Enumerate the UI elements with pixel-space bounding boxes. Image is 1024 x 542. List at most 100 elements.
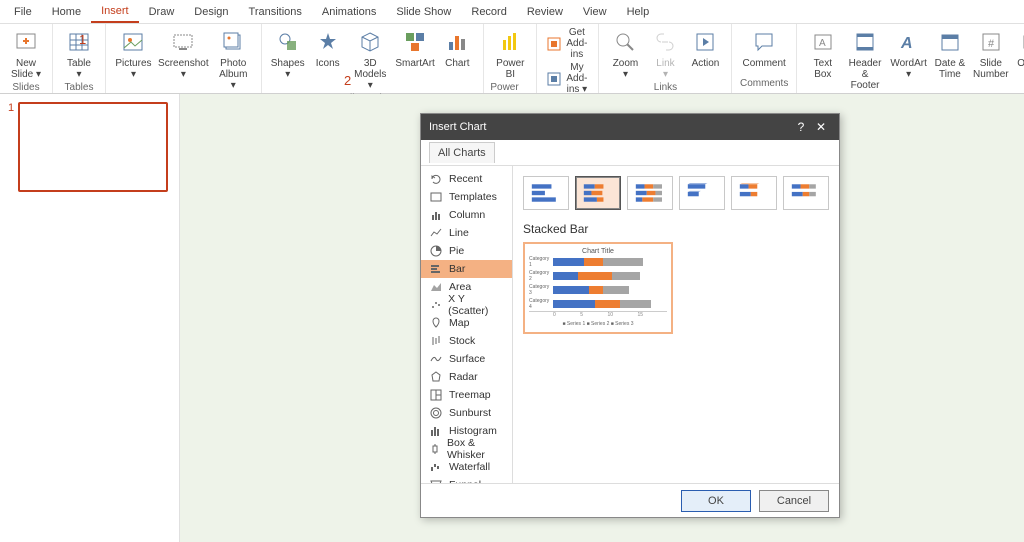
my-addins-button[interactable]: My Add-ins ▾ [543,61,592,96]
tab-all-charts[interactable]: All Charts [429,142,495,163]
help-icon[interactable]: ? [791,120,811,134]
chart-category-treemap[interactable]: Treemap [421,386,512,404]
category-label: Treemap [449,389,491,401]
text-box-button[interactable]: ATextBox [803,26,843,82]
close-icon[interactable]: ✕ [811,120,831,134]
ok-button[interactable]: OK [681,490,751,512]
chart-subtype-row [523,176,829,210]
menu-tab-design[interactable]: Design [184,2,238,22]
dialog-title-text: Insert Chart [429,121,486,133]
menu-tab-help[interactable]: Help [617,2,660,22]
category-label: Bar [449,263,465,275]
text-box-icon: A [809,28,837,56]
chart-category-pie[interactable]: Pie [421,242,512,260]
category-icon [429,334,443,348]
category-label: X Y (Scatter) [448,293,504,317]
dialog-titlebar: Insert Chart ? ✕ [421,114,839,140]
menu-tab-draw[interactable]: Draw [139,2,185,22]
menu-tab-transitions[interactable]: Transitions [239,2,312,22]
menu-tab-animations[interactable]: Animations [312,2,386,22]
zoom-button[interactable]: Zoom▾ [605,26,645,82]
chart-category-box-whisker[interactable]: Box & Whisker [421,440,512,458]
my-addins-label: My Add-ins ▾ [565,62,588,95]
chart-category-x-y-scatter-[interactable]: X Y (Scatter) [421,296,512,314]
chart-button[interactable]: Chart [437,26,477,71]
wordart-button[interactable]: AWordArt▾ [887,26,930,82]
preview-bar-label: Category 1 [529,256,553,268]
category-icon [429,406,443,420]
chart-category-sunburst[interactable]: Sunburst [421,404,512,422]
object-button[interactable]: Object [1012,26,1024,71]
action-label: Action [692,58,720,69]
category-label: Waterfall [449,461,490,473]
chart-preview-thumbnail[interactable]: Chart Title Category 1Category 2Category… [523,242,673,334]
pictures-icon [119,28,147,56]
chart-category-templates[interactable]: Templates [421,188,512,206]
chart-category-recent[interactable]: Recent [421,170,512,188]
action-button[interactable]: Action [685,26,725,71]
category-icon [429,226,443,240]
comment-icon [750,28,778,56]
photo-album-icon [219,28,247,56]
chart-subtype-5[interactable] [783,176,829,210]
object-label: Object [1017,58,1024,69]
insert-chart-dialog: Insert Chart ? ✕ All Charts Recent Templa… [420,113,840,518]
chart-category-radar[interactable]: Radar [421,368,512,386]
category-label: Sunburst [449,407,491,419]
date-time-button[interactable]: Date &Time [930,26,970,82]
chart-subtype-1[interactable] [575,176,621,210]
date-time-icon [936,28,964,56]
slide-number-button[interactable]: #SlideNumber [970,26,1012,82]
table-label: Table▾ [67,58,91,80]
smartart-button[interactable]: SmartArt [393,26,438,71]
get-addins-button[interactable]: Get Add-ins [543,26,592,61]
preview-chart-title: Chart Title [529,248,667,255]
get-addins-label: Get Add-ins [565,27,588,60]
chart-category-column[interactable]: Column [421,206,512,224]
chart-category-surface[interactable]: Surface [421,350,512,368]
chart-icon [443,28,471,56]
menu-tab-insert[interactable]: Insert [91,1,139,23]
3d-models-button[interactable]: 3DModels ▾ [348,26,393,93]
category-label: Box & Whisker [447,437,504,461]
menu-tab-review[interactable]: Review [517,2,573,22]
chart-category-line[interactable]: Line [421,224,512,242]
chart-subtype-4[interactable] [731,176,777,210]
chart-category-bar[interactable]: Bar [421,260,512,278]
annotation-1: 1 [79,32,86,47]
chart-subtype-0[interactable] [523,176,569,210]
chart-subtype-3[interactable] [679,176,725,210]
menu-tab-home[interactable]: Home [42,2,91,22]
chart-category-stock[interactable]: Stock [421,332,512,350]
header-footer-button[interactable]: Header& Footer [843,26,887,93]
comment-label: Comment [742,58,785,69]
menu-tab-record[interactable]: Record [461,2,516,22]
menu-tab-view[interactable]: View [573,2,617,22]
menu-tab-file[interactable]: File [4,2,42,22]
comment-button[interactable]: Comment [738,26,789,71]
category-icon [429,370,443,384]
zoom-icon [611,28,639,56]
icons-button[interactable]: Icons [308,26,348,71]
power-bi-label: PowerBI [496,58,524,80]
chart-subtype-2[interactable] [627,176,673,210]
shapes-button[interactable]: Shapes▾ [268,26,308,82]
screenshot-button[interactable]: Screenshot▾ [155,26,212,82]
power-bi-button[interactable]: PowerBI [490,26,530,82]
chart-label: Chart [445,58,469,69]
cancel-button[interactable]: Cancel [759,490,829,512]
new-slide-button[interactable]: NewSlide ▾ [6,26,46,82]
link-button[interactable]: Link▾ [645,26,685,82]
pictures-button[interactable]: Pictures▾ [112,26,155,82]
category-label: Recent [449,173,482,185]
category-icon [429,280,443,294]
slide-thumbnail[interactable]: 1 [8,102,171,192]
category-label: Radar [449,371,478,383]
ribbon-group-comments: CommentComments [732,24,796,93]
category-label: Templates [449,191,497,203]
slide-thumbnail-image[interactable] [18,102,168,192]
photo-album-button[interactable]: PhotoAlbum ▾ [212,26,255,93]
menu-tab-slide-show[interactable]: Slide Show [386,2,461,22]
power-bi-icon [496,28,524,56]
chart-category-funnel[interactable]: Funnel [421,476,512,483]
